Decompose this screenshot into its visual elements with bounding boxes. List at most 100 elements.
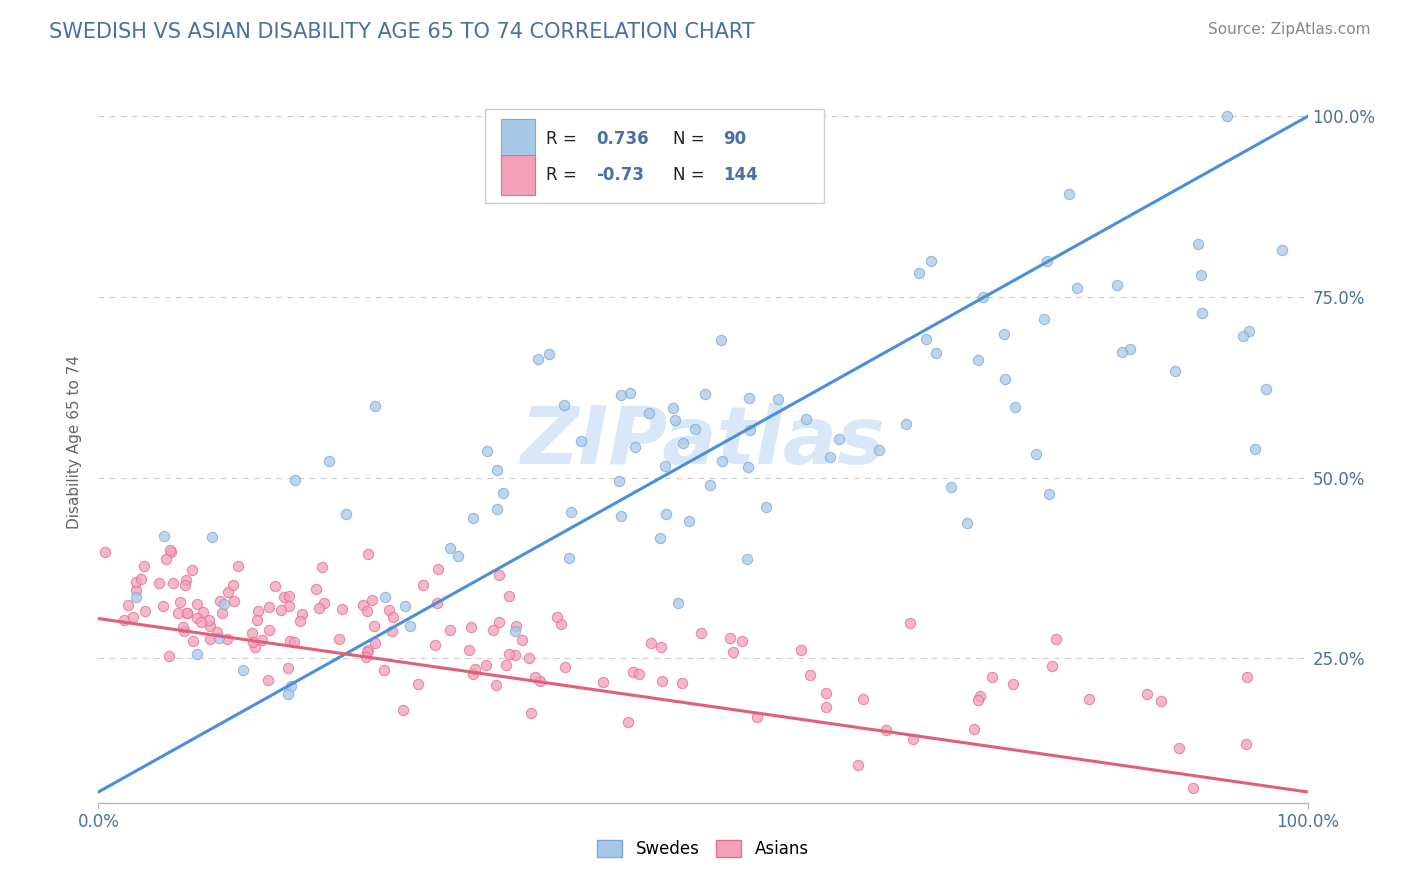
Point (610, 387, 633, 401)
Point (153, 529, 176, 543)
Point (183, 634, 205, 648)
Point (766, 392, 789, 406)
Point (278, 599, 301, 613)
Point (738, 423, 761, 437)
Point (447, 549, 470, 563)
Point (553, 398, 575, 412)
Point (426, 596, 449, 610)
Point (1119, 343, 1142, 357)
Point (690, 626, 713, 640)
Point (245, 640, 267, 654)
Point (356, 603, 378, 617)
Point (211, 606, 233, 620)
Point (492, 486, 515, 500)
Point (226, 558, 249, 573)
Point (1182, 781, 1205, 796)
Point (169, 595, 191, 609)
Point (176, 607, 198, 621)
Point (305, 582, 328, 597)
Point (592, 675, 614, 690)
Point (364, 636, 387, 650)
Point (360, 592, 382, 607)
Point (1234, 737, 1257, 751)
Point (291, 607, 314, 621)
Point (510, 633, 533, 648)
Point (967, 353, 990, 368)
Point (523, 670, 546, 684)
Point (457, 642, 479, 657)
Point (374, 590, 396, 604)
Point (558, 550, 581, 565)
Point (284, 473, 307, 487)
Point (846, 758, 869, 772)
Point (482, 623, 505, 637)
Text: R =: R = (546, 130, 582, 148)
Point (125, 590, 148, 604)
Point (328, 632, 350, 647)
Point (1216, 109, 1239, 123)
Point (162, 576, 184, 591)
Point (908, 266, 931, 280)
Point (1271, 243, 1294, 257)
Point (745, 709, 768, 723)
Point (186, 597, 208, 611)
Point (1256, 382, 1278, 396)
Point (994, 372, 1017, 386)
Point (485, 501, 508, 516)
Point (475, 444, 498, 458)
Point (356, 645, 378, 659)
Point (495, 658, 517, 673)
Point (1189, 268, 1212, 282)
Point (628, 667, 651, 681)
Point (1187, 237, 1209, 252)
Point (242, 634, 264, 648)
Point (993, 327, 1015, 342)
Point (288, 614, 311, 628)
Text: 90: 90 (724, 130, 747, 148)
Point (972, 290, 994, 304)
Point (607, 474, 630, 488)
Point (503, 648, 526, 662)
Point (132, 559, 155, 574)
Point (488, 568, 510, 582)
Point (246, 614, 269, 628)
Point (790, 642, 813, 657)
Point (655, 507, 678, 521)
Point (314, 596, 336, 610)
Point (173, 624, 195, 638)
Point (181, 562, 204, 576)
Point (619, 386, 641, 401)
Point (650, 673, 672, 688)
Point (112, 613, 135, 627)
Point (1040, 659, 1063, 673)
Point (1136, 687, 1159, 701)
Point (1232, 329, 1254, 343)
Point (246, 604, 269, 618)
Point (155, 551, 177, 566)
Text: Source: ZipAtlas.com: Source: ZipAtlas.com (1208, 22, 1371, 37)
Point (818, 450, 841, 464)
Point (356, 547, 378, 561)
Point (485, 678, 508, 692)
Point (240, 625, 263, 640)
Point (924, 346, 946, 360)
Point (311, 560, 333, 574)
Point (427, 562, 450, 576)
FancyBboxPatch shape (501, 155, 534, 194)
Point (117, 599, 139, 613)
Point (967, 693, 990, 707)
Point (755, 500, 778, 514)
Point (678, 514, 700, 528)
Point (1032, 311, 1054, 326)
Point (485, 463, 508, 477)
Point (94, 545, 117, 559)
Point (981, 670, 1004, 684)
Point (176, 606, 198, 620)
Point (412, 578, 434, 592)
Point (273, 590, 295, 604)
Point (159, 542, 181, 557)
Point (283, 635, 305, 649)
Point (554, 660, 576, 674)
Point (624, 440, 647, 454)
Point (617, 715, 640, 730)
